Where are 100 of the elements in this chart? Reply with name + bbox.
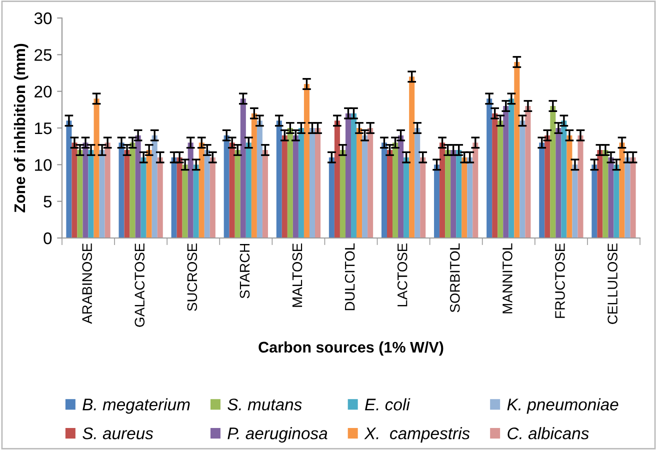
x-axis-title: Carbon sources (1% W/V) (258, 341, 444, 356)
bar (304, 84, 310, 238)
y-axis-title: Zone of inhibition (mm) (14, 44, 28, 212)
y-tick-label: 5 (44, 196, 52, 208)
legend-label: S. aureus (82, 428, 154, 440)
bar (176, 157, 182, 238)
bar (440, 142, 446, 238)
bar (597, 150, 603, 238)
bar (309, 128, 316, 238)
bar (508, 98, 514, 238)
bar (345, 113, 351, 238)
bar (462, 157, 468, 238)
x-tick-label: CELLULOSE (608, 243, 618, 324)
bar (578, 135, 584, 238)
legend-label: E. coli (365, 398, 410, 410)
bar (356, 128, 362, 238)
bar (282, 135, 288, 238)
bar (88, 150, 94, 238)
bar (298, 128, 304, 238)
y-tick-label: 15 (35, 122, 52, 134)
bar (262, 150, 268, 238)
bar (456, 150, 462, 238)
bar (334, 120, 340, 238)
bar (362, 135, 368, 238)
bar (556, 128, 562, 238)
bar (188, 142, 194, 238)
bar (561, 120, 567, 238)
x-tick-label: DULCITOL (344, 243, 355, 310)
bar (624, 157, 630, 238)
bar (544, 135, 550, 238)
x-tick-label: MANNITOL (502, 243, 512, 314)
bar (602, 150, 608, 238)
bar (66, 120, 72, 238)
bar (193, 164, 199, 238)
bar (276, 120, 282, 238)
legend-label: C. albicans (508, 427, 589, 440)
bar (157, 157, 163, 238)
x-tick-label: MALTOSE (292, 243, 302, 307)
x-tick-label: ARABINOSE (82, 243, 92, 324)
bar (246, 142, 252, 238)
legend-label: P. aeruginosa (228, 427, 328, 443)
x-tick-label: SUCROSE (187, 243, 198, 311)
legend-label: S. mutans (228, 398, 302, 410)
bar (572, 164, 578, 238)
bar (492, 113, 498, 238)
bar (171, 157, 177, 238)
y-tick-label: 20 (34, 86, 52, 98)
bar (234, 150, 240, 238)
bar (520, 120, 526, 238)
bar (514, 62, 520, 238)
bar (450, 150, 456, 238)
y-tick-label: 10 (35, 159, 52, 171)
bar (229, 142, 235, 238)
bar (503, 106, 509, 238)
bar (630, 157, 636, 238)
y-tick-label: 0 (44, 232, 52, 244)
bar (224, 135, 230, 238)
bar (292, 135, 298, 238)
bar (404, 157, 410, 238)
y-tick-label: 25 (34, 49, 52, 61)
bar (409, 76, 415, 238)
x-tick-label: STARCH (240, 244, 250, 298)
bar (539, 142, 545, 238)
bar (240, 98, 246, 238)
bar (498, 120, 504, 238)
bar (182, 164, 188, 238)
bar (467, 157, 473, 238)
bar (550, 106, 556, 238)
bar (619, 142, 625, 238)
bar (287, 128, 293, 238)
bar (614, 164, 620, 238)
bar (525, 106, 531, 238)
bar (256, 120, 262, 238)
x-tick-label: SORBITOL (450, 243, 460, 312)
bar (434, 164, 440, 238)
bar (146, 150, 152, 238)
bar (124, 150, 130, 238)
bar (328, 157, 334, 238)
bar (351, 113, 357, 238)
bar (420, 157, 426, 238)
bar (94, 98, 100, 238)
x-tick-label: LACTOSE (397, 243, 408, 306)
bar (566, 135, 572, 238)
x-tick-label: GALACTOSE (134, 243, 145, 327)
bar (340, 150, 346, 238)
bar (135, 135, 141, 238)
legend-label: B. megaterium (82, 398, 190, 414)
bar (130, 142, 136, 238)
bar (608, 157, 614, 238)
bar (204, 150, 210, 238)
x-tick-label: FRUCTOSE (555, 243, 565, 318)
bar (368, 128, 374, 238)
bar (592, 164, 598, 238)
bar (414, 128, 420, 238)
bar (72, 142, 78, 238)
bar (486, 98, 492, 238)
bar (118, 142, 124, 238)
bar (210, 157, 216, 238)
y-tick-label: 30 (34, 12, 52, 24)
bar (104, 142, 110, 238)
